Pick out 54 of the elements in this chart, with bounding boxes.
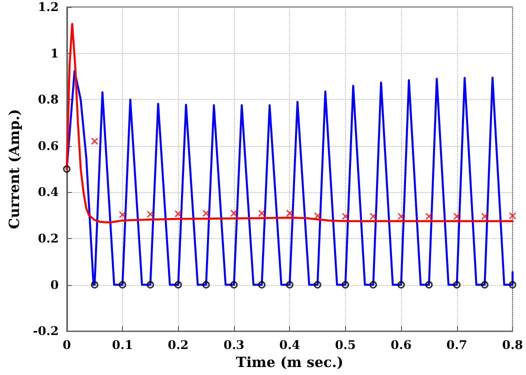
point (202, 281, 210, 289)
point (397, 212, 405, 220)
x-tick-label: 0.3 (223, 338, 244, 352)
point (202, 210, 210, 217)
x-tick-label: 0.4 (279, 338, 300, 352)
point (174, 281, 182, 289)
x-tick-label: 0.6 (390, 338, 412, 352)
y-tick-label: 0.8 (38, 92, 59, 107)
point (508, 281, 516, 289)
y-tick-label: -0.2 (32, 324, 59, 338)
point (63, 165, 71, 173)
x-tick-label: 0.1 (112, 338, 133, 352)
point (286, 210, 294, 217)
point (230, 281, 238, 289)
point (258, 281, 266, 289)
y-tick-label: 0.2 (38, 232, 59, 246)
point (174, 210, 182, 218)
y-axis-title: Current (Amp.) (7, 109, 23, 230)
line-series (66, 22, 514, 224)
x-tick-label: 0.2 (168, 338, 189, 352)
point (230, 210, 238, 217)
point (481, 212, 488, 220)
point (118, 211, 126, 218)
x-tick-label: 0 (62, 338, 71, 352)
x-axis-title: Time (m sec.) (236, 355, 344, 371)
point (314, 281, 322, 289)
x-tick-label: 0.8 (502, 338, 524, 352)
point (370, 281, 377, 289)
point (314, 212, 322, 220)
point (258, 210, 266, 217)
point (342, 281, 350, 289)
y-tick-label: 1.2 (38, 0, 59, 14)
point (146, 210, 154, 218)
point (342, 212, 350, 220)
point (453, 281, 461, 289)
point (90, 138, 98, 145)
y-tick-label: 1 (50, 46, 59, 60)
point (397, 281, 405, 289)
y-tick-label: 0.6 (38, 138, 59, 153)
point (90, 281, 98, 289)
point (146, 281, 154, 289)
point (480, 281, 488, 289)
point (286, 281, 294, 289)
point (118, 281, 126, 289)
point (508, 212, 516, 220)
y-tick-label: 0 (50, 278, 59, 292)
x-tick-label: 0.7 (446, 338, 468, 352)
line-series (66, 70, 514, 286)
point (370, 212, 377, 220)
point (425, 212, 433, 220)
x-tick-label: 0.5 (334, 338, 356, 352)
point (453, 212, 460, 220)
y-tick-label: 0.4 (38, 185, 59, 200)
point (425, 281, 433, 289)
